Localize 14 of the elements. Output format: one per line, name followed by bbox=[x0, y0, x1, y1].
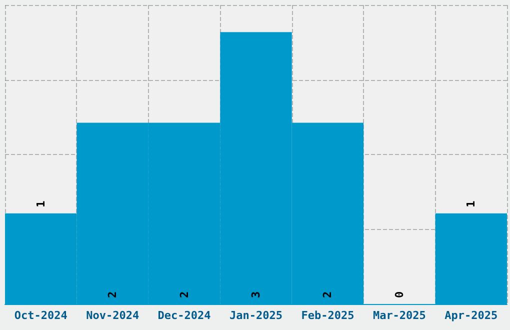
data-label: 2 bbox=[106, 291, 120, 298]
x-tick-label: Feb-2025 bbox=[301, 309, 354, 322]
x-tick-label: Nov-2024 bbox=[86, 309, 140, 322]
x-tick-label: Mar-2025 bbox=[372, 309, 426, 322]
data-label: 2 bbox=[321, 291, 334, 298]
x-tick-label: Jan-2025 bbox=[230, 309, 282, 322]
data-label: 1 bbox=[34, 200, 48, 208]
data-label: 2 bbox=[178, 291, 191, 298]
x-tick-label: Dec-2024 bbox=[158, 309, 212, 322]
data-label: 1 bbox=[464, 200, 478, 208]
x-tick-label: Oct-2024 bbox=[14, 309, 68, 322]
x-tick-label: Apr-2025 bbox=[444, 309, 498, 322]
data-label: 0 bbox=[392, 291, 406, 298]
data-label: 3 bbox=[250, 291, 262, 298]
